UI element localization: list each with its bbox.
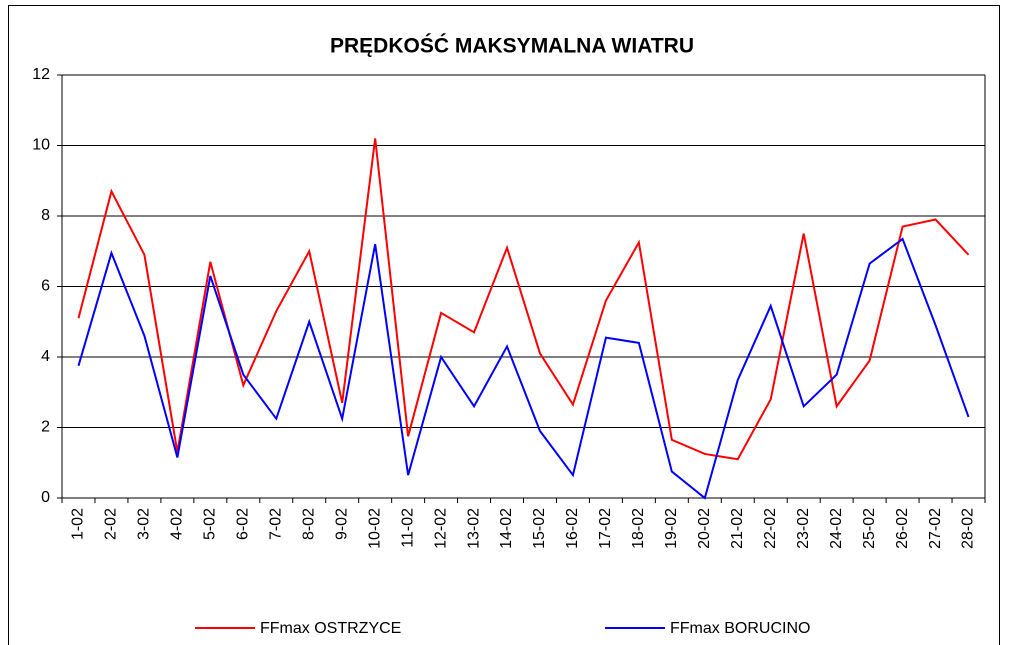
x-tick-label: 17-02 [597, 508, 614, 549]
y-tick-label: 8 [41, 207, 50, 224]
x-tick-label: 10-02 [366, 508, 383, 549]
x-tick-label: 11-02 [399, 508, 416, 548]
y-tick-label: 4 [41, 348, 50, 365]
legend-label: FFmax BORUCINO [670, 620, 810, 637]
x-tick-label: 26-02 [894, 508, 911, 549]
y-tick-label: 6 [41, 278, 50, 295]
x-tick-label: 18-02 [630, 508, 647, 549]
x-tick-label: 25-02 [861, 508, 878, 549]
legend-label: FFmax OSTRZYCE [260, 620, 401, 637]
x-tick-label: 24-02 [828, 508, 845, 549]
y-tick-label: 12 [32, 66, 50, 83]
x-tick-label: 4-02 [169, 508, 186, 540]
x-tick-label: 1-02 [70, 508, 87, 540]
chart-border [8, 5, 1000, 645]
x-tick-label: 27-02 [927, 508, 944, 549]
x-tick-label: 23-02 [795, 508, 812, 549]
series-line [77, 237, 970, 500]
x-tick-label: 6-02 [235, 508, 252, 540]
x-tick-label: 8-02 [300, 508, 317, 540]
chart-title: PRĘDKOŚĆ MAKSYMALNA WIATRU [330, 34, 694, 58]
x-tick-label: 7-02 [267, 508, 284, 540]
x-tick-label: 16-02 [564, 508, 581, 549]
x-tick-label: 15-02 [531, 508, 548, 549]
series-line [77, 138, 970, 461]
x-tick-label: 21-02 [729, 508, 746, 549]
x-tick-label: 22-02 [762, 508, 779, 549]
x-tick-label: 2-02 [103, 508, 120, 540]
y-tick-label: 0 [41, 489, 50, 506]
x-tick-label: 14-02 [498, 508, 515, 549]
x-tick-label: 3-02 [136, 508, 153, 540]
y-tick-label: 10 [32, 137, 50, 154]
x-tick-label: 5-02 [202, 508, 219, 540]
x-tick-label: 19-02 [663, 508, 680, 549]
x-tick-label: 20-02 [696, 508, 713, 549]
y-tick-label: 2 [41, 419, 50, 436]
x-tick-label: 13-02 [465, 508, 482, 549]
x-tick-label: 28-02 [960, 508, 977, 549]
x-tick-label: 12-02 [432, 508, 449, 549]
x-tick-label: 9-02 [333, 508, 350, 540]
